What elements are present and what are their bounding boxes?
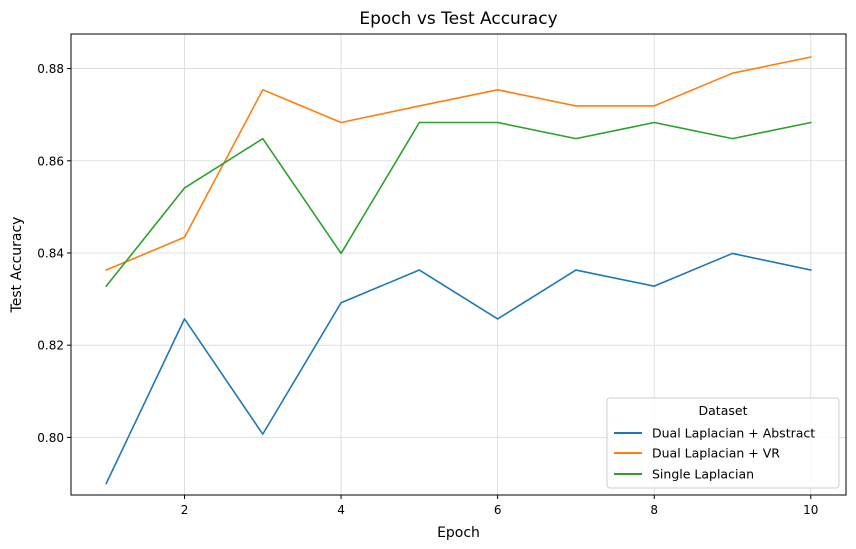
- y-tick-label: 0.86: [37, 154, 64, 168]
- y-tick-label: 0.84: [37, 246, 64, 260]
- legend-label-abstract: Dual Laplacian + Abstract: [652, 426, 815, 441]
- y-tick-label: 0.82: [37, 339, 64, 353]
- x-tick-label: 8: [650, 503, 658, 517]
- x-axis: 2 4 6 8 10: [181, 495, 818, 517]
- legend-label-single: Single Laplacian: [652, 467, 754, 482]
- x-tick-label: 10: [803, 503, 818, 517]
- y-axis: 0.80 0.82 0.84 0.86 0.88: [37, 62, 71, 445]
- legend-label-vr: Dual Laplacian + VR: [652, 446, 780, 461]
- series-line-single-laplacian: [105, 121, 812, 288]
- series-line-dual-laplacian-abstract: [105, 252, 812, 485]
- x-tick-label: 6: [494, 503, 502, 517]
- x-tick-label: 4: [337, 503, 345, 517]
- y-axis-label: Test Accuracy: [9, 217, 25, 314]
- legend-title: Dataset: [699, 403, 748, 418]
- legend: Dataset Dual Laplacian + Abstract Dual L…: [606, 397, 840, 489]
- chart-title: Epoch vs Test Accuracy: [359, 9, 557, 29]
- plot-area-frame: [70, 33, 847, 496]
- legend-box: [606, 397, 840, 489]
- series-lines: [105, 56, 812, 485]
- x-axis-label: Epoch: [437, 525, 480, 541]
- y-tick-label: 0.88: [37, 62, 64, 76]
- x-tick-label: 2: [181, 503, 189, 517]
- grid: [71, 34, 846, 495]
- y-tick-label: 0.80: [37, 431, 64, 445]
